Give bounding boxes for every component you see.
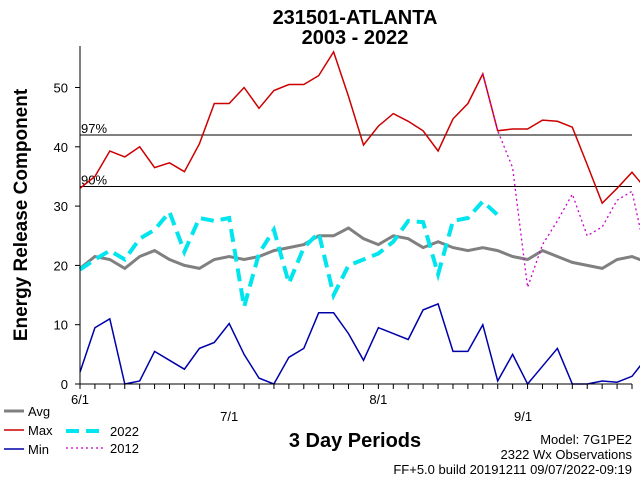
y-tick-label-0: 0 <box>61 377 68 392</box>
reference-label-0: 97% <box>81 121 107 136</box>
series-line-avg <box>79 226 640 271</box>
x-tick-label-0: 6/1 <box>71 392 89 407</box>
y-tick-label-10: 10 <box>54 318 68 333</box>
y-tick-label-40: 40 <box>54 140 68 155</box>
series-line-2022 <box>78 198 500 308</box>
x-tick-label-3: 9/1 <box>514 409 532 424</box>
y-axis-label: Energy Release Component <box>11 88 32 341</box>
footer-build: FF+5.0 build 20191211 09/07/2022-09:19 <box>393 462 632 477</box>
footer-observations: 2322 Wx Observations <box>500 447 632 462</box>
chart-subtitle: 2003 - 2022 <box>302 27 409 49</box>
legend-label-2022: 2022 <box>110 424 139 439</box>
plot-area <box>80 46 632 384</box>
legend-label-min: Min <box>28 442 49 457</box>
y-tick-label-30: 30 <box>54 199 68 214</box>
series-line-min <box>79 302 640 386</box>
y-tick-label-50: 50 <box>54 81 68 96</box>
legend-label-max: Max <box>28 423 53 438</box>
reference-label-1: 90% <box>81 173 107 188</box>
x-tick-label-2: 8/1 <box>369 392 387 407</box>
series-line-max <box>79 50 640 205</box>
legend-label-2012: 2012 <box>110 441 139 456</box>
y-tick-label-20: 20 <box>54 258 68 273</box>
x-axis-label: 3 Day Periods <box>289 430 421 452</box>
footer-model: Model: 7G1PE2 <box>540 432 632 447</box>
legend-label-avg: Avg <box>28 404 50 419</box>
chart-title: 231501-ATLANTA <box>273 7 438 29</box>
x-tick-label-1: 7/1 <box>220 409 238 424</box>
